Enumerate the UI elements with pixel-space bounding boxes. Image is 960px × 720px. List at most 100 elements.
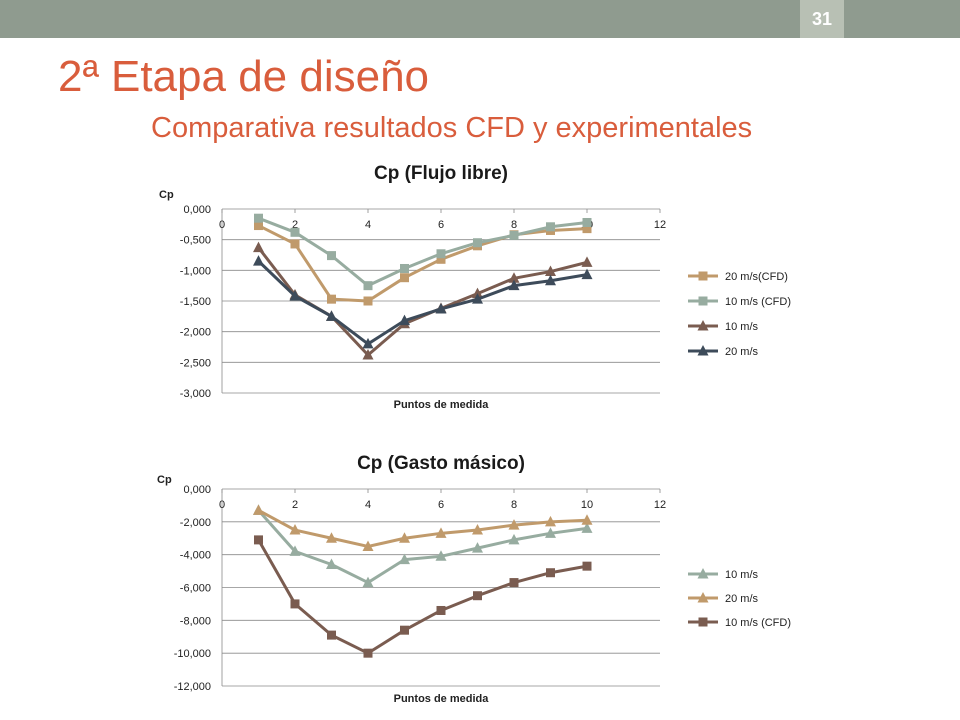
y-tick-label: -12,000 bbox=[174, 681, 211, 693]
x-tick-label: 8 bbox=[511, 219, 517, 231]
legend-label: 10 m/s bbox=[725, 321, 759, 333]
data-point bbox=[326, 558, 337, 570]
x-tick-label: 12 bbox=[654, 219, 666, 231]
data-point bbox=[508, 272, 520, 283]
data-point bbox=[472, 542, 483, 553]
page-number: 31 bbox=[800, 0, 844, 38]
x-tick-label: 0 bbox=[219, 499, 225, 511]
series-0 bbox=[253, 504, 593, 588]
y-tick-label: -1,000 bbox=[180, 265, 211, 277]
series-2 bbox=[254, 535, 592, 658]
x-tick-label: 2 bbox=[292, 219, 298, 231]
data-point bbox=[546, 568, 555, 578]
data-point bbox=[473, 591, 482, 601]
data-point bbox=[289, 545, 301, 556]
data-point bbox=[363, 648, 373, 658]
data-point bbox=[435, 527, 447, 538]
x-tick-label: 0 bbox=[219, 219, 225, 231]
data-point bbox=[582, 561, 592, 571]
data-point bbox=[326, 532, 337, 543]
data-point bbox=[363, 296, 373, 306]
data-point bbox=[545, 274, 556, 286]
data-point bbox=[362, 576, 374, 588]
y-tick-label: -10,000 bbox=[174, 648, 211, 660]
data-point bbox=[581, 514, 593, 525]
data-point bbox=[472, 287, 483, 299]
data-point bbox=[327, 630, 336, 640]
data-point bbox=[363, 281, 373, 291]
data-point bbox=[290, 239, 300, 249]
data-point bbox=[508, 279, 520, 291]
x-axis-label: Puntos de medida bbox=[394, 399, 490, 411]
data-point bbox=[290, 227, 300, 237]
data-point bbox=[545, 527, 556, 538]
data-point bbox=[254, 213, 263, 223]
data-point bbox=[253, 504, 264, 515]
series-1 bbox=[253, 504, 593, 551]
legend-label: 10 m/s bbox=[725, 569, 759, 581]
legend-marker bbox=[697, 345, 709, 356]
slide-subtitle: Comparativa resultados CFD y experimenta… bbox=[151, 112, 753, 144]
data-point bbox=[290, 599, 300, 609]
data-point bbox=[546, 222, 555, 232]
chart-gasto-masico: Cp (Gasto másico) 0,000 -2,000 -4,000 -6,000… bbox=[157, 453, 791, 705]
data-point bbox=[399, 553, 410, 565]
legend-label: 20 m/s bbox=[725, 346, 759, 358]
series-line bbox=[257, 260, 588, 346]
data-point bbox=[508, 519, 520, 530]
data-point bbox=[581, 522, 593, 533]
data-point bbox=[545, 265, 556, 277]
chart-title: Cp (Flujo libre) bbox=[374, 163, 508, 184]
y-tick-label: -1,500 bbox=[180, 296, 211, 308]
x-tick-label: 4 bbox=[365, 499, 371, 511]
data-point bbox=[472, 524, 483, 535]
data-point bbox=[582, 217, 592, 227]
data-point bbox=[399, 314, 410, 326]
legend-label: 20 m/s(CFD) bbox=[725, 271, 788, 283]
y-axis-label: Cp bbox=[157, 474, 172, 486]
data-point bbox=[435, 302, 447, 314]
x-tick-label: 2 bbox=[292, 499, 298, 511]
data-point bbox=[509, 230, 519, 240]
data-point bbox=[289, 524, 301, 535]
data-point bbox=[435, 550, 447, 561]
y-tick-label: 0,000 bbox=[183, 204, 211, 216]
y-tick-label: -4,000 bbox=[180, 550, 211, 562]
data-point bbox=[327, 251, 336, 261]
data-point bbox=[253, 255, 264, 266]
y-tick-label: -6,000 bbox=[180, 583, 211, 595]
series-line bbox=[257, 509, 588, 548]
x-axis-label: Puntos de medida bbox=[394, 693, 490, 705]
data-point bbox=[254, 535, 263, 545]
data-point bbox=[436, 605, 446, 615]
data-point bbox=[436, 254, 446, 264]
y-tick-label: 0,000 bbox=[183, 484, 211, 496]
series-line bbox=[257, 216, 588, 288]
y-axis-label: Cp bbox=[159, 189, 174, 201]
x-tick-label: 6 bbox=[438, 499, 444, 511]
x-tick-label: 10 bbox=[581, 499, 593, 511]
data-point bbox=[362, 337, 374, 349]
legend-label: 20 m/s bbox=[725, 593, 759, 605]
data-point bbox=[581, 256, 593, 267]
data-point bbox=[473, 238, 482, 248]
series-line bbox=[257, 509, 588, 585]
data-point bbox=[509, 578, 519, 588]
legend-marker bbox=[697, 592, 709, 603]
data-point bbox=[472, 293, 483, 304]
series-line bbox=[257, 224, 588, 303]
chart-flujo-libre: Cp (Flujo libre) 0,000 -0,500 -1,000 -1,500 -… bbox=[159, 163, 791, 411]
data-point bbox=[436, 249, 446, 259]
data-point bbox=[581, 268, 593, 280]
x-tick-label: 4 bbox=[365, 219, 371, 231]
x-tick-label: 6 bbox=[438, 219, 444, 231]
legend-label: 10 m/s (CFD) bbox=[725, 617, 791, 629]
data-point bbox=[400, 625, 409, 635]
series-line bbox=[257, 539, 588, 655]
series-0 bbox=[254, 221, 592, 306]
y-tick-label: -2,000 bbox=[180, 327, 211, 339]
data-point bbox=[545, 515, 556, 527]
slide-title: 2ª Etapa de diseño bbox=[58, 52, 430, 101]
x-tick-label: 12 bbox=[654, 499, 666, 511]
series-1 bbox=[254, 213, 592, 291]
